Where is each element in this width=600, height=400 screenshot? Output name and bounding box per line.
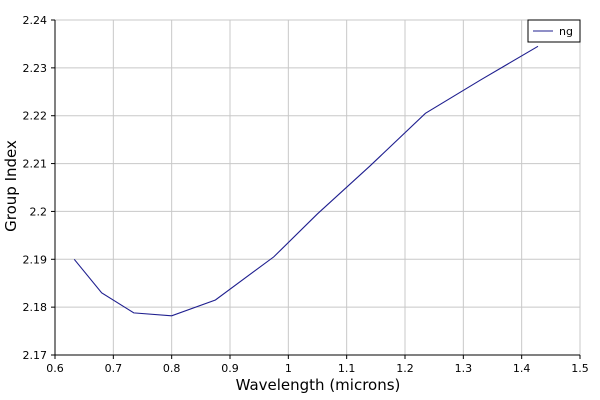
x-tick-label: 0.6 [46, 362, 64, 375]
legend-box [527, 19, 581, 43]
x-tick-label: 1.4 [513, 362, 531, 375]
axes [51, 19, 581, 359]
y-tick-label: 2.2 [30, 205, 48, 218]
x-tick-label: 0.9 [221, 362, 239, 375]
y-tick-label: 2.19 [23, 253, 48, 266]
legend: ng [527, 19, 581, 43]
series-line-ng [73, 45, 539, 317]
y-tick-label: 2.17 [23, 349, 48, 362]
y-axis-title: Group Index [2, 140, 20, 232]
x-tick-label: 1.2 [396, 362, 414, 375]
x-axis-title: Wavelength (microns) [236, 376, 401, 394]
x-tick-label: 0.7 [105, 362, 123, 375]
y-tick-label: 2.21 [23, 158, 48, 171]
x-tick-label: 1 [285, 362, 292, 375]
y-tick-label: 2.24 [23, 14, 48, 27]
x-tick-label: 1.5 [571, 362, 589, 375]
series-layer [73, 45, 539, 317]
x-tick-label: 1.1 [338, 362, 356, 375]
x-tick-label: 1.3 [455, 362, 473, 375]
y-tick-label: 2.23 [23, 62, 48, 75]
y-tick-label: 2.18 [23, 301, 48, 314]
y-tick-label: 2.22 [23, 110, 48, 123]
tick-labels: 0.6 0.7 0.8 0.9 1 1.1 1.2 1.3 1.4 1.5 2.17 2.18 2.19… [23, 14, 589, 375]
x-tick-label: 0.8 [163, 362, 181, 375]
legend-label: ng [559, 25, 573, 38]
